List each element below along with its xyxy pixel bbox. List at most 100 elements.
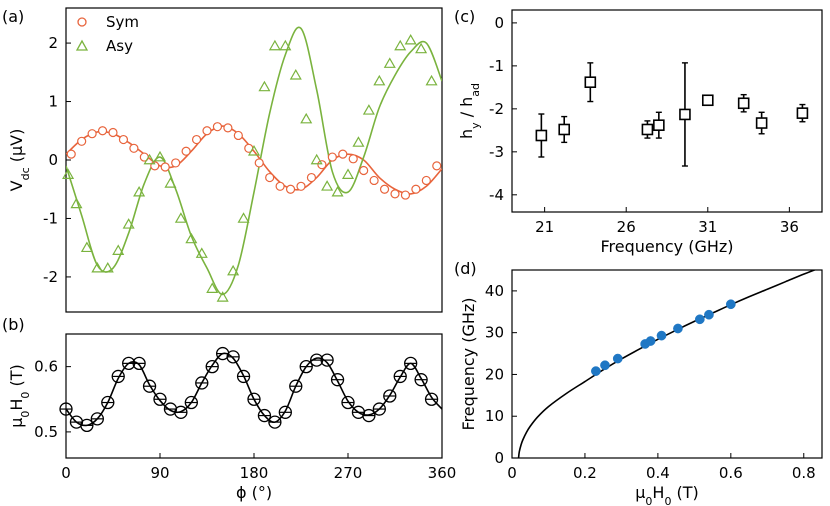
data-point-asy <box>133 185 146 197</box>
data-point-asy <box>341 168 355 179</box>
fit-curve <box>517 270 817 458</box>
data-point-sym <box>379 184 390 194</box>
panel-label: (a) <box>2 7 24 26</box>
y-tick-label: 0 <box>494 14 504 32</box>
label-part: / h <box>457 97 476 123</box>
y-tick-label: 1 <box>48 93 58 111</box>
y-axis-label: μ0H0 (T) <box>7 364 32 428</box>
legend-label: Sym <box>106 13 139 31</box>
x-tick-label: 31 <box>698 218 717 236</box>
data-point <box>591 366 601 376</box>
data-point <box>558 123 571 136</box>
data-point-asy <box>404 33 417 45</box>
data-point-asy <box>394 39 407 51</box>
data-point-sym <box>223 123 233 133</box>
panel-label: (c) <box>454 7 475 26</box>
data-point-asy <box>206 282 219 293</box>
data-point-sym <box>348 154 358 164</box>
data-point <box>641 123 654 136</box>
data-point-sym <box>265 172 275 183</box>
data-point-sym <box>359 165 369 176</box>
data-point-sym <box>129 143 139 153</box>
data-point-sym <box>275 181 285 191</box>
data-point-sym <box>369 175 379 186</box>
data-point-asy <box>122 218 135 229</box>
label-part: V <box>7 180 26 191</box>
data-point-sym <box>108 127 118 138</box>
data-point-asy <box>112 244 125 255</box>
data-point <box>694 314 705 325</box>
x-tick-label: 21 <box>535 218 554 236</box>
data-point-asy <box>70 197 83 209</box>
fit-curve <box>66 26 442 296</box>
data-point <box>796 107 809 119</box>
data-point-sym <box>317 160 327 170</box>
label-part: (T) <box>671 483 698 502</box>
x-tick-label: 90 <box>150 464 169 482</box>
data-point <box>673 323 683 334</box>
y-tick-label: 0.6 <box>34 358 58 376</box>
data-point-sym <box>421 175 431 186</box>
label-part: μ <box>7 418 26 428</box>
data-point-sym <box>400 190 411 200</box>
x-axis-label: ϕ (°) <box>236 483 272 502</box>
data-point-asy <box>268 39 281 51</box>
data-point-sym <box>390 189 400 199</box>
panel-a: (a) 2 1 0 -1 -2 Vdc (μV) Sym Asy <box>2 7 443 313</box>
data-point-sym <box>327 152 337 162</box>
data-point-asy <box>216 291 229 302</box>
label-part: 0 <box>664 495 671 506</box>
data-point-asy <box>279 39 292 51</box>
y-tick-label: 0.5 <box>34 423 58 441</box>
y-tick-label: -2 <box>43 268 58 286</box>
data-point-asy <box>174 212 187 223</box>
label-part: μ <box>635 483 645 502</box>
data-point-asy <box>352 136 365 147</box>
data-point-asy <box>227 264 240 276</box>
label-part: y <box>469 122 482 129</box>
plot-frame <box>511 9 823 213</box>
data-point-asy <box>289 69 302 80</box>
data-point-sym <box>77 136 87 146</box>
data-point <box>725 299 736 310</box>
y-tick-label: 30 <box>485 324 504 342</box>
data-point-asy <box>143 153 156 165</box>
plot-frame <box>511 269 823 459</box>
data-point-sym <box>254 158 264 168</box>
data-point-asy <box>62 168 75 179</box>
x-tick-label: 0.6 <box>719 464 743 482</box>
data-point-sym <box>306 172 317 183</box>
legend-marker-asy <box>75 39 89 51</box>
data-point-sym <box>338 149 348 159</box>
y-tick-label: 40 <box>485 282 504 300</box>
data-point-asy <box>164 177 177 188</box>
data-point-sym <box>411 184 421 194</box>
data-point-sym <box>212 122 223 132</box>
y-tick-label: 0 <box>494 449 504 467</box>
data-point <box>535 129 548 142</box>
data-point-sym <box>66 149 76 159</box>
label-part: H <box>652 483 664 502</box>
data-point-sym <box>160 162 170 172</box>
x-tick-label: 0 <box>61 464 71 482</box>
data-point-asy <box>101 261 114 273</box>
panel-c: (c) 0 -1 -2 -3 -4 21 26 31 36 Frequency (GHz) hy / … <box>454 7 823 256</box>
y-tick-label: 0 <box>48 151 58 169</box>
label-part: 0 <box>19 392 32 399</box>
data-point-sym <box>233 130 243 141</box>
data-point-sym <box>285 184 296 194</box>
data-point <box>653 119 665 131</box>
x-tick-label: 0 <box>507 464 517 482</box>
y-axis-label: hy / had <box>457 83 482 139</box>
label-part: 0 <box>645 495 652 506</box>
data-point <box>701 94 714 107</box>
data-point-asy <box>153 150 167 162</box>
legend-label: Asy <box>106 37 133 55</box>
label-part: h <box>457 129 476 139</box>
x-axis-label: Frequency (GHz) <box>600 237 733 256</box>
data-point-asy <box>195 247 208 258</box>
label-part: dc <box>19 167 32 180</box>
y-axis-label: Frequency (GHz) <box>459 297 478 430</box>
